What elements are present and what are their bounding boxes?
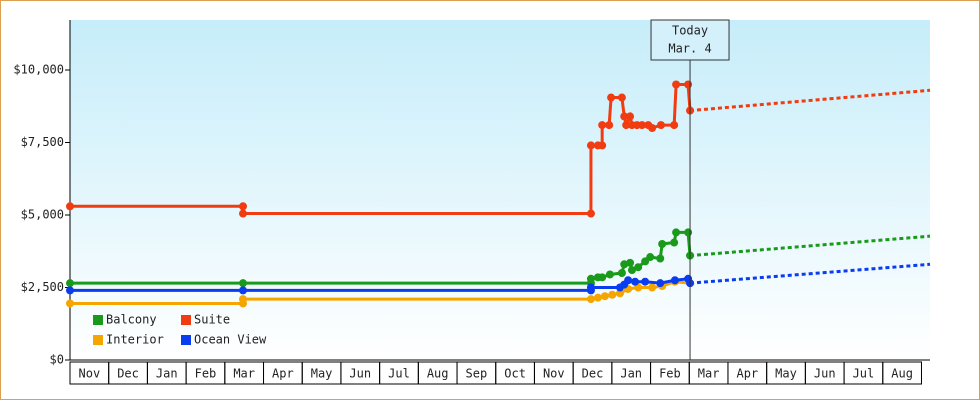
price-point <box>670 121 679 130</box>
price-point <box>239 279 248 288</box>
price-point <box>631 277 640 286</box>
price-point <box>586 141 595 150</box>
x-tick-label: Mar <box>698 367 720 381</box>
today-label: Today <box>672 24 708 38</box>
legend-label: Ocean View <box>194 333 267 347</box>
price-point <box>608 290 617 299</box>
price-point <box>598 141 607 150</box>
plot-area <box>70 20 930 360</box>
price-point <box>656 279 665 288</box>
price-point <box>641 277 650 286</box>
price-point <box>586 283 595 292</box>
y-tick-label: $2,500 <box>21 280 64 294</box>
x-tick-label: Jun <box>349 367 371 381</box>
x-tick-label: Jan <box>620 367 642 381</box>
projection-line <box>689 88 931 113</box>
x-tick-label: Jun <box>814 367 836 381</box>
x-tick-label: Jul <box>853 367 875 381</box>
price-point <box>648 123 657 132</box>
y-tick-label: $7,500 <box>21 135 64 149</box>
price-point <box>638 121 647 130</box>
price-point <box>66 202 74 211</box>
price-point <box>66 299 74 308</box>
y-tick-label: $0 <box>50 353 64 367</box>
price-point <box>684 228 693 237</box>
month-cell <box>882 361 922 385</box>
price-point <box>656 254 665 263</box>
x-tick-label: Apr <box>272 367 294 381</box>
x-tick-label: Mar <box>233 367 255 381</box>
price-point <box>66 286 74 295</box>
x-tick-label: Oct <box>504 367 526 381</box>
legend-swatch <box>181 335 191 345</box>
price-point <box>593 293 602 302</box>
price-point <box>617 93 626 102</box>
price-point <box>586 209 595 218</box>
x-tick-label: Feb <box>659 367 681 381</box>
x-tick-label: Aug <box>427 367 449 381</box>
price-point <box>626 258 635 267</box>
price-point <box>684 80 693 89</box>
price-point <box>605 270 614 279</box>
y-tick-label: $10,000 <box>13 62 64 76</box>
x-tick-label: May <box>311 367 333 381</box>
projection-line <box>689 234 931 258</box>
price-point <box>672 80 681 89</box>
price-point <box>239 295 248 304</box>
price-point <box>598 273 607 282</box>
price-point <box>624 276 633 285</box>
x-tick-label: Nov <box>79 367 101 381</box>
price-point <box>617 268 626 277</box>
price-point <box>239 202 248 211</box>
price-point <box>605 121 614 130</box>
price-point <box>670 276 679 285</box>
legend-swatch <box>93 335 103 345</box>
price-point <box>615 289 624 298</box>
price-point <box>620 112 629 121</box>
x-tick-label: Dec <box>117 367 139 381</box>
x-tick-label: Feb <box>195 367 217 381</box>
price-point <box>657 121 666 130</box>
legend-label: Interior <box>106 333 164 347</box>
price-point <box>239 209 248 218</box>
price-point <box>622 121 631 130</box>
x-tick-label: May <box>775 367 797 381</box>
price-point <box>626 112 635 121</box>
price-point <box>634 263 643 272</box>
x-tick-label: Aug <box>891 367 913 381</box>
today-box <box>650 19 730 61</box>
price-point <box>627 266 636 275</box>
x-tick-label: Jul <box>388 367 410 381</box>
legend-label: Balcony <box>106 313 157 327</box>
x-tick-label: Nov <box>543 367 565 381</box>
legend-swatch <box>181 315 191 325</box>
price-point <box>658 239 667 248</box>
price-point <box>66 279 74 288</box>
x-tick-label: Sep <box>466 367 488 381</box>
price-point <box>670 238 679 247</box>
price-point <box>672 228 681 237</box>
price-point <box>648 283 657 292</box>
price-point <box>600 292 609 301</box>
price-point <box>607 93 616 102</box>
x-tick-label: Jan <box>156 367 178 381</box>
price-point <box>646 253 655 262</box>
legend-swatch <box>93 315 103 325</box>
price-point <box>586 295 595 304</box>
legend-label: Suite <box>194 313 230 327</box>
x-tick-label: Dec <box>582 367 604 381</box>
price-point <box>586 274 595 283</box>
today-label: Mar. 4 <box>668 42 711 56</box>
price-point <box>239 286 248 295</box>
y-tick-label: $5,000 <box>21 207 64 221</box>
price-point <box>598 121 607 130</box>
x-tick-label: Apr <box>736 367 758 381</box>
projection-line <box>689 262 931 285</box>
